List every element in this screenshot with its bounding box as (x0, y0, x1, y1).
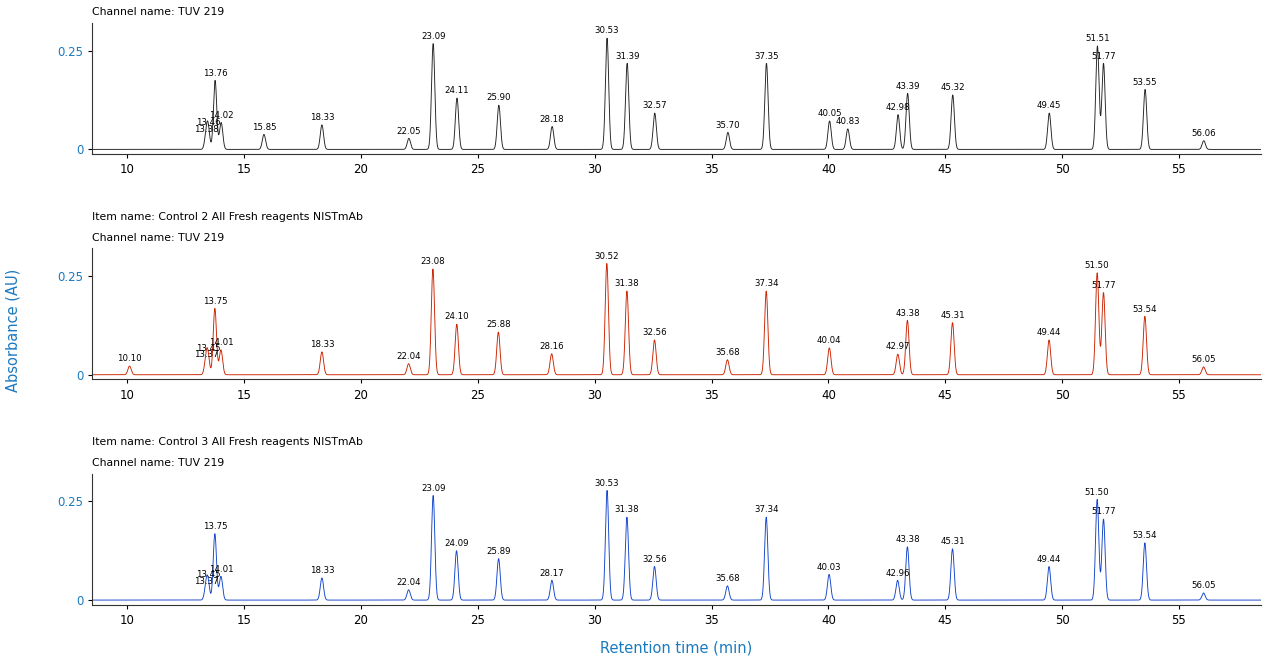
Text: 24.10: 24.10 (444, 313, 468, 321)
Text: Channel name: TUV 219: Channel name: TUV 219 (92, 233, 224, 243)
Text: 49.44: 49.44 (1037, 329, 1061, 337)
Text: 31.38: 31.38 (614, 506, 639, 514)
Text: 24.11: 24.11 (444, 87, 470, 95)
Text: 51.50: 51.50 (1085, 488, 1110, 496)
Text: Retention time (min): Retention time (min) (600, 641, 751, 656)
Text: 31.38: 31.38 (614, 280, 639, 288)
Text: 18.33: 18.33 (310, 566, 334, 575)
Text: 28.16: 28.16 (539, 342, 564, 351)
Text: 22.04: 22.04 (397, 352, 421, 361)
Text: 56.05: 56.05 (1192, 581, 1216, 590)
Text: 45.31: 45.31 (941, 537, 965, 546)
Text: 37.35: 37.35 (754, 52, 778, 61)
Text: 13.76: 13.76 (202, 69, 228, 77)
Text: 43.39: 43.39 (896, 81, 920, 91)
Text: 42.98: 42.98 (886, 103, 910, 112)
Text: 51.50: 51.50 (1085, 261, 1110, 270)
Text: 10.10: 10.10 (118, 354, 142, 364)
Text: 32.56: 32.56 (643, 329, 667, 337)
Text: 51.77: 51.77 (1091, 52, 1116, 61)
Text: 25.90: 25.90 (486, 93, 511, 102)
Text: 13.75: 13.75 (202, 297, 227, 305)
Text: 53.55: 53.55 (1133, 77, 1157, 87)
Text: 42.97: 42.97 (886, 342, 910, 352)
Text: Item name: Control 3 All Fresh reagents NISTmAb: Item name: Control 3 All Fresh reagents … (92, 437, 364, 447)
Text: 51.77: 51.77 (1091, 281, 1116, 290)
Text: 51.51: 51.51 (1085, 34, 1110, 43)
Text: 22.05: 22.05 (397, 127, 421, 136)
Text: 43.38: 43.38 (895, 535, 920, 544)
Text: 15.85: 15.85 (252, 123, 276, 132)
Text: 30.52: 30.52 (594, 252, 620, 260)
Text: 30.53: 30.53 (595, 26, 620, 36)
Text: 18.33: 18.33 (310, 113, 334, 122)
Text: Absorbance (AU): Absorbance (AU) (5, 269, 20, 392)
Text: 32.57: 32.57 (643, 101, 667, 110)
Text: 40.04: 40.04 (817, 336, 842, 345)
Text: 13.46: 13.46 (196, 118, 220, 126)
Text: 49.45: 49.45 (1037, 101, 1061, 110)
Text: 13.45: 13.45 (196, 570, 220, 579)
Text: 13.75: 13.75 (202, 522, 227, 531)
Text: 35.68: 35.68 (716, 348, 740, 357)
Text: 13.38: 13.38 (193, 125, 219, 134)
Text: 23.08: 23.08 (421, 257, 445, 266)
Text: 13.45: 13.45 (196, 344, 220, 353)
Text: 25.89: 25.89 (486, 547, 511, 556)
Text: 28.18: 28.18 (540, 115, 564, 124)
Text: 45.31: 45.31 (941, 311, 965, 320)
Text: 25.88: 25.88 (486, 321, 511, 329)
Text: 37.34: 37.34 (754, 280, 778, 288)
Text: 40.03: 40.03 (817, 563, 841, 572)
Text: 31.39: 31.39 (614, 52, 640, 61)
Text: Item name: Control 2 All Fresh reagents NISTmAb: Item name: Control 2 All Fresh reagents … (92, 212, 364, 222)
Text: 49.44: 49.44 (1037, 555, 1061, 564)
Text: 56.06: 56.06 (1192, 129, 1216, 138)
Text: 22.04: 22.04 (397, 578, 421, 587)
Text: 18.33: 18.33 (310, 340, 334, 349)
Text: Channel name: TUV 219: Channel name: TUV 219 (92, 7, 224, 17)
Text: 53.54: 53.54 (1133, 305, 1157, 313)
Text: 28.17: 28.17 (540, 568, 564, 578)
Text: 30.53: 30.53 (595, 479, 620, 488)
Text: 37.34: 37.34 (754, 506, 778, 514)
Text: 23.09: 23.09 (421, 32, 445, 41)
Text: 14.02: 14.02 (209, 111, 233, 120)
Text: 40.83: 40.83 (836, 117, 860, 126)
Text: 24.09: 24.09 (444, 539, 468, 548)
Text: 56.05: 56.05 (1192, 355, 1216, 364)
Text: 14.01: 14.01 (209, 338, 233, 347)
Text: 14.01: 14.01 (209, 564, 233, 574)
Text: 51.77: 51.77 (1091, 508, 1116, 516)
Text: 35.68: 35.68 (716, 574, 740, 583)
Text: 53.54: 53.54 (1133, 531, 1157, 540)
Text: 13.37: 13.37 (193, 577, 219, 586)
Text: 40.05: 40.05 (817, 109, 842, 118)
Text: 35.70: 35.70 (716, 121, 740, 130)
Text: Channel name: TUV 219: Channel name: TUV 219 (92, 458, 224, 468)
Text: 23.09: 23.09 (421, 484, 445, 492)
Text: 42.96: 42.96 (886, 568, 910, 578)
Text: 32.56: 32.56 (643, 555, 667, 564)
Text: 43.38: 43.38 (895, 309, 920, 317)
Text: 45.32: 45.32 (941, 83, 965, 92)
Text: 13.37: 13.37 (193, 350, 219, 360)
